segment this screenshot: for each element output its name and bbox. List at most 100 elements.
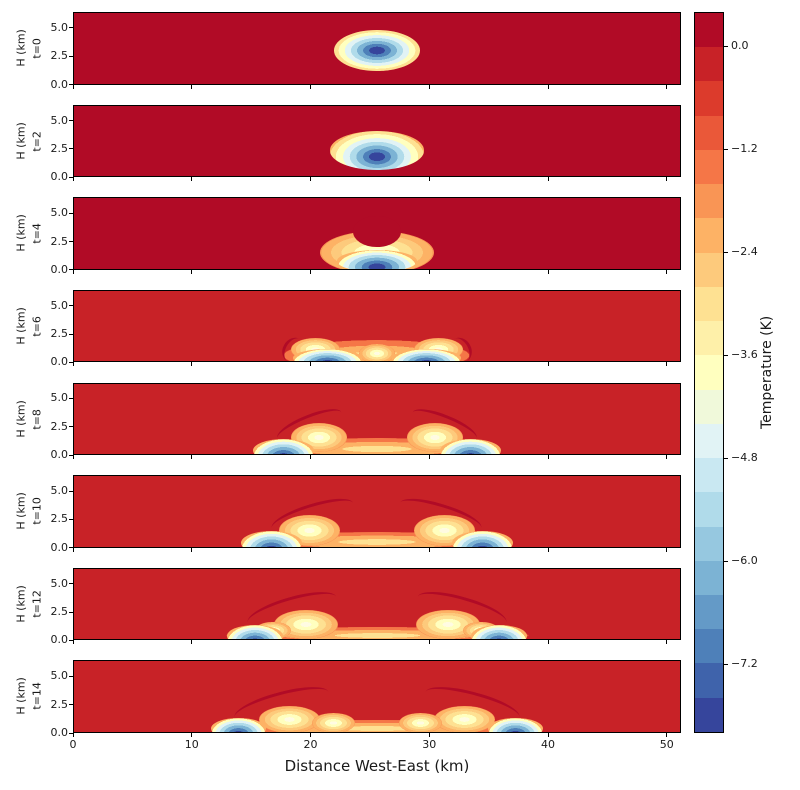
y-tick-mark xyxy=(69,269,73,271)
x-tick-mark xyxy=(72,733,74,737)
colorbar-segment xyxy=(695,629,723,664)
colorbar-tick-mark xyxy=(724,148,728,150)
y-tick-mark xyxy=(69,704,73,706)
y-tick-mark xyxy=(69,120,73,121)
y-tick-label: 0.0 xyxy=(50,633,69,647)
y-tick-label: 2.5 xyxy=(50,234,69,248)
colorbar-segment xyxy=(695,355,723,390)
colorbar-segment xyxy=(695,13,723,48)
cold-head-blob xyxy=(252,438,315,455)
colorbar-segment xyxy=(695,389,723,424)
rotor-warm-blob xyxy=(399,712,443,733)
x-tick-mark xyxy=(191,84,193,89)
y-axis-label: H (km) xyxy=(14,307,28,345)
cold-head-blob xyxy=(439,438,502,455)
colorbar-segment xyxy=(695,321,723,356)
colorbar-segment xyxy=(695,184,723,219)
y-tick-mark xyxy=(69,148,73,150)
cold-bubble-blob xyxy=(329,131,425,170)
y-tick-label: 0.0 xyxy=(50,355,69,369)
y-tick-mark xyxy=(69,305,73,307)
y-tick-label: 5.0 xyxy=(50,484,69,498)
x-tick-mark xyxy=(72,84,74,89)
x-tick-mark xyxy=(428,362,430,367)
y-tick-label: 0.0 xyxy=(50,170,69,184)
colorbar-segment xyxy=(695,663,723,698)
colorbar-tick-mark xyxy=(724,457,728,459)
colorbar-tick-label: −7.2 xyxy=(731,656,758,670)
x-tick-mark xyxy=(666,733,668,737)
rotor-warm-blob xyxy=(359,344,395,362)
x-tick-mark xyxy=(191,733,193,737)
y-tick-label: 5.0 xyxy=(50,669,69,683)
panel-t=8 xyxy=(73,382,681,456)
colorbar-tick-mark xyxy=(724,663,728,665)
colorbar-tick-label: 0.0 xyxy=(731,38,749,52)
x-tick-mark xyxy=(666,177,668,182)
colorbar-segment xyxy=(695,458,723,493)
y-tick-label: 2.5 xyxy=(50,327,69,341)
x-tick-mark xyxy=(547,547,549,552)
y-tick-label: 5.0 xyxy=(50,391,69,405)
y-tick-mark xyxy=(69,426,73,428)
x-axis-label: Distance West-East (km) xyxy=(284,757,470,775)
x-tick-mark xyxy=(310,269,311,274)
x-tick-mark xyxy=(191,455,193,460)
colorbar-segment xyxy=(695,115,723,150)
y-axis-label: H (km) xyxy=(14,29,28,68)
panel-t=2 xyxy=(73,104,681,178)
y-tick-label: 5.0 xyxy=(50,113,69,127)
cold-head-blob xyxy=(211,718,266,733)
x-tick-label: 10 xyxy=(184,738,199,751)
y-tick-label: 2.5 xyxy=(50,605,69,619)
y-tick-label: 0.0 xyxy=(50,77,69,91)
x-tick-mark xyxy=(191,177,193,182)
colorbar-segment xyxy=(695,81,723,116)
x-tick-mark xyxy=(72,177,74,182)
panel-t=4 xyxy=(73,197,681,270)
colorbar-label: Temperature (K) xyxy=(759,315,775,430)
colorbar-tick-mark xyxy=(724,45,728,47)
colorbar-tick-label: −6.0 xyxy=(731,553,758,567)
y-tick-label: 2.5 xyxy=(50,512,69,526)
x-tick-mark xyxy=(310,177,311,182)
rotor-warm-blob xyxy=(258,705,321,733)
x-tick-label: 0 xyxy=(69,738,77,751)
colorbar-segment xyxy=(695,492,723,527)
x-tick-mark xyxy=(428,177,430,182)
y-tick-mark xyxy=(69,732,73,734)
colorbar-tick-label: −2.4 xyxy=(731,244,758,258)
x-tick-mark xyxy=(310,640,311,645)
x-tick-mark xyxy=(72,547,74,552)
y-tick-mark xyxy=(69,212,73,214)
cold-head-blob xyxy=(336,249,418,269)
colorbar-segment xyxy=(695,560,723,595)
colorbar-segment xyxy=(695,697,723,732)
x-tick-mark xyxy=(666,455,668,460)
x-tick-mark xyxy=(428,547,430,552)
x-tick-mark xyxy=(547,362,549,367)
panel-t=14 xyxy=(73,660,681,733)
x-tick-mark xyxy=(428,269,430,274)
y-tick-label: 2.5 xyxy=(50,49,69,63)
x-tick-mark xyxy=(310,362,311,367)
x-tick-label: 50 xyxy=(659,738,674,751)
panel-t=12 xyxy=(73,567,681,641)
x-tick-mark xyxy=(428,733,430,737)
cold-bubble-blob xyxy=(334,30,420,71)
y-tick-label: 2.5 xyxy=(50,697,69,711)
y-tick-mark xyxy=(69,454,73,456)
panel-t=10 xyxy=(73,475,681,548)
x-tick-mark xyxy=(428,455,430,460)
y-axis-label: H (km) xyxy=(14,214,28,253)
x-tick-mark xyxy=(191,640,193,645)
x-tick-mark xyxy=(72,640,74,645)
x-tick-mark xyxy=(191,269,193,274)
colorbar-tick-label: −4.8 xyxy=(731,450,758,464)
y-axis-label: H (km) xyxy=(14,122,28,160)
x-tick-mark xyxy=(666,640,668,645)
cold-head-blob xyxy=(226,625,284,640)
x-tick-mark xyxy=(547,177,549,182)
cold-head-blob xyxy=(488,718,543,733)
x-tick-label: 20 xyxy=(303,738,318,751)
